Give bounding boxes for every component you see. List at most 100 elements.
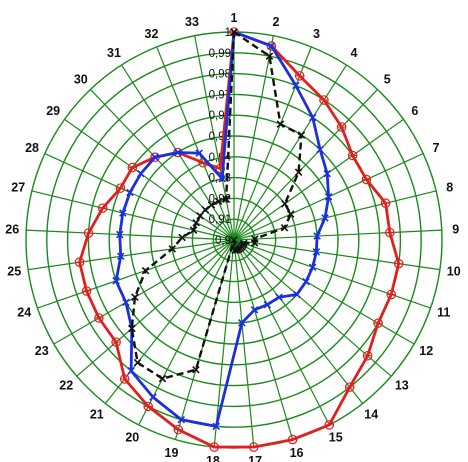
spoke-label: 14 — [364, 408, 378, 422]
grid-spoke — [233, 35, 274, 241]
grid-spoke — [233, 46, 312, 241]
data-point — [297, 131, 306, 139]
grid-spoke — [233, 239, 440, 271]
series-line — [130, 30, 303, 380]
data-point — [149, 393, 157, 401]
spoke-label: 15 — [329, 430, 343, 444]
grid-spoke — [44, 153, 235, 241]
spoke-label: 11 — [437, 306, 450, 320]
grid-spoke — [233, 64, 347, 241]
ring-tick-label: 0,95 — [209, 131, 231, 143]
data-point — [218, 174, 226, 183]
grid-spoke — [76, 239, 235, 377]
grid-spoke — [64, 118, 235, 241]
data-point — [137, 169, 145, 178]
data-point — [158, 374, 167, 383]
spoke-label: 5 — [384, 72, 391, 86]
grid-spoke — [233, 118, 404, 241]
grid-spoke — [213, 239, 235, 448]
data-point — [286, 210, 295, 218]
data-point — [126, 188, 134, 197]
spoke-label: 22 — [59, 378, 73, 392]
grid-spoke — [233, 190, 437, 241]
data-point — [292, 81, 300, 90]
data-point — [178, 233, 186, 242]
data-point — [313, 232, 321, 240]
data-point — [230, 28, 238, 36]
spoke-label: 24 — [17, 306, 31, 320]
spoke-label: 8 — [446, 181, 453, 195]
grid-spoke — [233, 239, 294, 440]
spoke-label: 2 — [273, 15, 280, 29]
data-point — [189, 226, 198, 234]
spoke-label: 7 — [432, 141, 439, 155]
data-point — [324, 193, 333, 201]
data-point — [281, 200, 289, 208]
spoke-label: 1 — [231, 11, 238, 25]
grid-spoke — [53, 239, 235, 345]
data-point — [302, 277, 310, 286]
data-point — [214, 197, 223, 206]
grid-spoke — [37, 239, 235, 309]
data-point — [141, 266, 150, 275]
spoke-label: 9 — [452, 222, 459, 236]
spoke-label: 17 — [248, 454, 262, 462]
data-point — [293, 290, 301, 299]
grid-spoke — [233, 239, 431, 309]
spoke-label: 26 — [5, 222, 19, 236]
data-point — [131, 293, 139, 301]
grid-spoke — [156, 46, 235, 241]
data-point — [263, 300, 272, 309]
data-point — [312, 248, 321, 256]
data-point — [323, 169, 331, 178]
grid-spoke — [26, 229, 235, 241]
ring-tick-label: 0,9 — [215, 235, 231, 247]
spoke-label: 33 — [185, 15, 199, 29]
data-point — [195, 149, 203, 157]
data-point — [207, 201, 216, 209]
data-point — [233, 246, 241, 254]
data-point — [275, 293, 283, 301]
grid-spoke — [28, 239, 235, 271]
data-point — [267, 42, 276, 50]
spoke-label: 30 — [74, 72, 88, 86]
spoke-label: 27 — [11, 181, 25, 195]
data-point — [201, 206, 210, 214]
grid-spoke — [31, 190, 235, 241]
data-point — [231, 246, 239, 255]
spoke-label: 19 — [165, 446, 179, 460]
spoke-label: 6 — [411, 104, 418, 118]
data-point — [265, 52, 274, 60]
data-point — [127, 367, 135, 375]
data-point — [151, 153, 159, 161]
spoke-label: 18 — [206, 454, 220, 462]
data-point — [128, 324, 136, 333]
spoke-label: 12 — [419, 344, 433, 358]
data-point — [250, 239, 259, 247]
spoke-label: 4 — [351, 46, 358, 60]
grid-spoke — [174, 239, 235, 440]
grid-spoke — [233, 239, 364, 404]
grid-spoke — [90, 89, 235, 241]
grid-spoke — [138, 239, 235, 426]
data-point — [276, 120, 285, 128]
data-point — [294, 168, 303, 177]
spoke-label: 16 — [290, 446, 304, 460]
grid-spoke — [233, 89, 378, 241]
data-point — [119, 209, 127, 217]
spoke-label: 31 — [107, 46, 121, 60]
data-point — [168, 245, 177, 253]
data-point — [133, 358, 142, 367]
ring-tick-label: 0,97 — [209, 89, 231, 101]
spoke-label: 13 — [395, 378, 409, 392]
spoke-label: 20 — [125, 430, 139, 444]
spoke-label: 21 — [90, 408, 104, 422]
spoke-label: 23 — [35, 344, 49, 358]
ring-tick-label: 0,99 — [209, 48, 231, 60]
data-point — [192, 218, 200, 227]
data-point — [316, 145, 324, 154]
data-point — [212, 422, 220, 431]
data-point — [230, 236, 238, 244]
